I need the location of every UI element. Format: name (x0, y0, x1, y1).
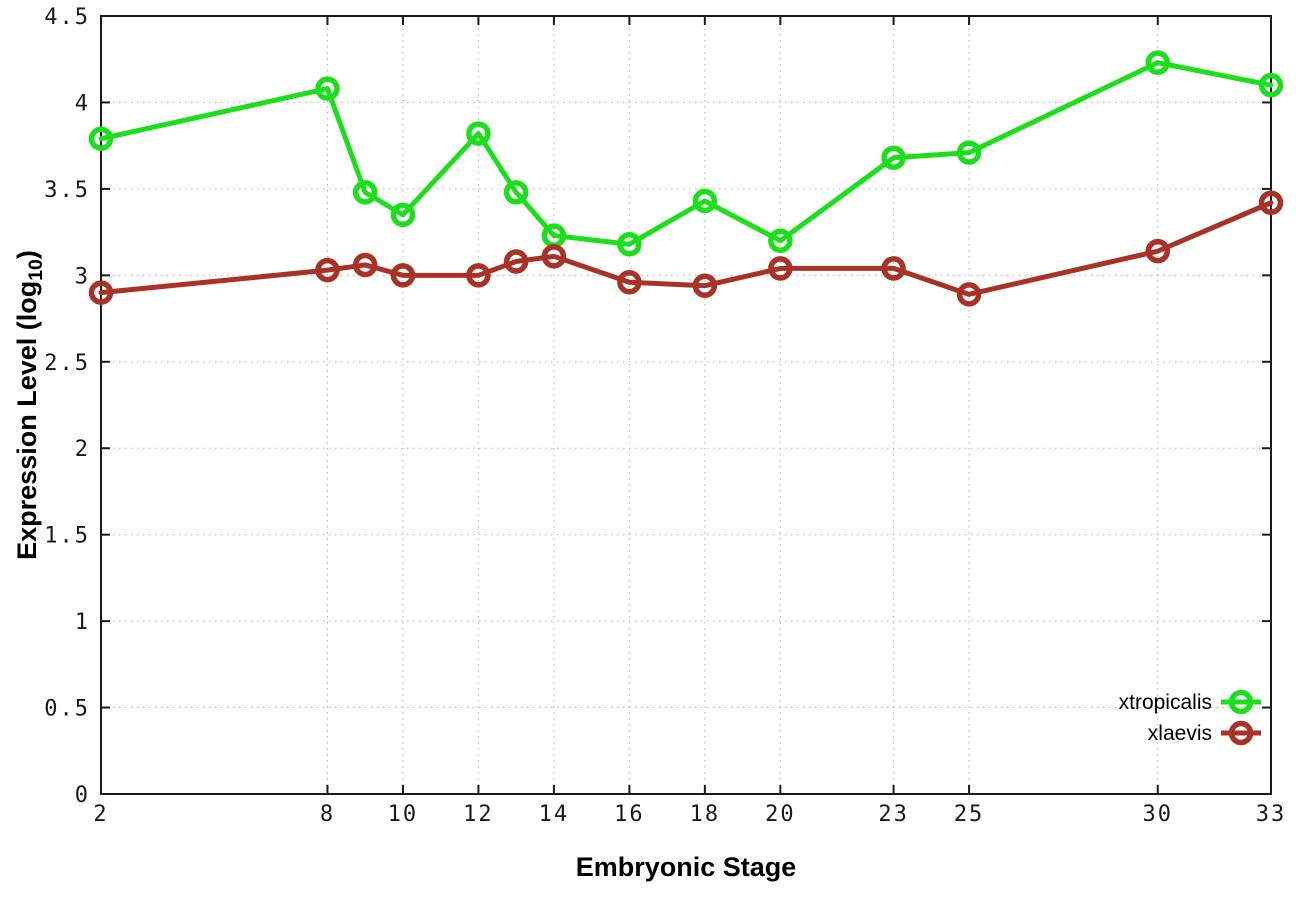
y-axis-label-close: ) (11, 250, 42, 260)
y-tick-label: 3 (75, 264, 90, 289)
legend-marker-xlaevis (1228, 720, 1254, 746)
data-point-xtropicalis (503, 180, 529, 205)
y-tick-label: 2 (75, 437, 90, 462)
x-tick-label: 12 (463, 802, 494, 827)
tick-marks (100, 15, 1272, 795)
gridlines (101, 16, 1271, 794)
legend-entry-xtropicalis: xtropicalis (1119, 689, 1261, 715)
x-tick-label: 16 (614, 802, 645, 827)
legend-entry-xlaevis: xlaevis (1148, 720, 1261, 746)
legend-label-xtropicalis: xtropicalis (1119, 691, 1212, 714)
data-point-xtropicalis (88, 126, 114, 152)
y-tick-label: 1.5 (44, 524, 90, 549)
y-axis-label: Expression Level (log10) (12, 250, 48, 560)
y-tick-label: 4.5 (44, 5, 90, 30)
legend-marker-xtropicalis (1228, 689, 1254, 715)
x-tick-label: 10 (388, 802, 419, 827)
data-point-xlaevis (390, 263, 416, 288)
data-point-xlaevis (503, 249, 529, 274)
series-line-xtropicalis (98, 60, 1274, 247)
y-axis-label-text: Expression Level (log (11, 280, 42, 560)
data-point-xtropicalis (466, 121, 491, 146)
data-point-xtropicalis (956, 140, 982, 165)
data-point-xtropicalis (1145, 50, 1171, 75)
series-xlaevis (88, 190, 1284, 307)
x-tick-label: 8 (320, 802, 335, 827)
x-tick-label: 20 (765, 802, 796, 827)
plot-border (100, 15, 1272, 795)
data-point-xtropicalis (692, 188, 718, 214)
data-point-xtropicalis (352, 180, 378, 205)
data-point-xlaevis (956, 282, 982, 307)
data-point-xlaevis (352, 252, 378, 278)
y-tick-label: 0 (75, 783, 90, 808)
data-point-xtropicalis (390, 202, 416, 228)
data-point-xtropicalis (768, 228, 793, 254)
data-point-xlaevis (1258, 190, 1284, 215)
x-tick-label: 23 (878, 802, 909, 827)
y-tick-label: 0.5 (44, 697, 90, 722)
x-tick-label: 33 (1256, 802, 1287, 827)
data-point-xlaevis (617, 269, 642, 295)
y-axis-label-subscript: 10 (25, 259, 48, 281)
x-tick-label: 18 (690, 802, 721, 827)
data-point-xlaevis (1145, 238, 1171, 264)
legend-label-xlaevis: xlaevis (1148, 722, 1212, 745)
x-tick-label: 30 (1143, 802, 1174, 827)
x-tick-label: 2 (93, 802, 108, 827)
data-point-xlaevis (315, 257, 340, 283)
data-point-xlaevis (88, 280, 114, 305)
data-point-xlaevis (541, 244, 567, 269)
data-point-xlaevis (881, 256, 906, 281)
data-point-xlaevis (768, 256, 793, 281)
y-tick-label: 4 (75, 91, 90, 116)
x-axis-label: Embryonic Stage (575, 852, 797, 882)
series-line-xlaevis (98, 200, 1274, 297)
tick-labels: 2 8 10 12 14 16 18 20 23 25 30 33 0 0.5 1 1.5 2 2.5 3 3.5 4 4… (44, 5, 1287, 827)
x-tick-label: 25 (954, 802, 985, 827)
data-point-xlaevis (466, 263, 491, 288)
data-point-xtropicalis (881, 145, 906, 171)
y-tick-label: 3.5 (44, 178, 90, 203)
data-point-xlaevis (692, 273, 718, 298)
data-point-xtropicalis (315, 76, 340, 101)
series-xtropicalis (88, 50, 1284, 257)
data-point-xtropicalis (1258, 72, 1284, 98)
x-tick-label: 14 (539, 802, 570, 827)
legend: xtropicalis xlaevis (1119, 689, 1261, 746)
data-point-xtropicalis (617, 231, 642, 257)
y-tick-label: 1 (75, 610, 90, 635)
y-tick-label: 2.5 (44, 351, 90, 376)
